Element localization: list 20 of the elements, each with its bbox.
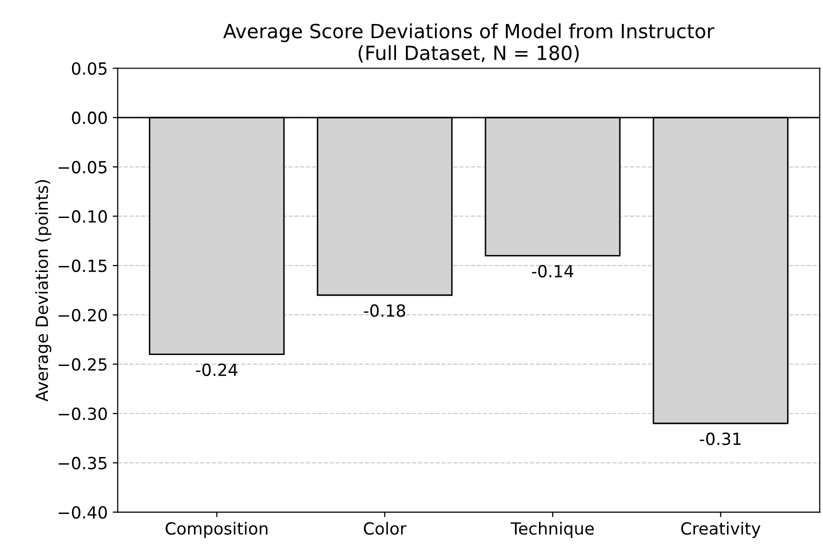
y-tick-label: −0.20: [58, 308, 107, 322]
y-tick-label: −0.35: [58, 456, 107, 470]
data-label: -0.18: [364, 304, 406, 317]
data-label: -0.31: [700, 432, 741, 446]
y-tick-label: 0.00: [72, 112, 107, 124]
data-label: -0.24: [196, 363, 238, 376]
y-tick-label: −0.10: [58, 210, 107, 223]
chart-title: Average Score Deviations of Model from Instructor (Full Dataset, N = 180): [223, 23, 714, 62]
data-label: -0.14: [532, 264, 574, 278]
y-tick-label: 0.05: [72, 62, 107, 75]
y-tick-label: −0.05: [58, 160, 107, 174]
y-axis-title: Average Deviation (points): [35, 180, 52, 402]
x-tick-label: Technique: [510, 522, 594, 538]
y-tick-label: −0.40: [58, 506, 107, 519]
y-tick-label: −0.30: [58, 407, 107, 420]
y-tick-label: −0.15: [58, 260, 107, 272]
x-tick-label: Composition: [166, 522, 268, 538]
x-tick-label: Color: [364, 522, 406, 535]
y-tick-label: −0.25: [58, 358, 107, 371]
x-tick-label: Creativity: [681, 522, 760, 538]
